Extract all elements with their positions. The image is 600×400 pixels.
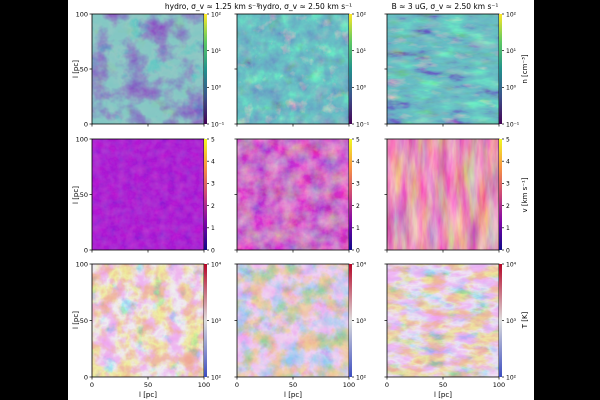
colorbar-tick-label: 10³ [506, 318, 517, 325]
colorbar-t-col1 [204, 264, 207, 377]
colorbar-tick-label: 5 [356, 136, 360, 143]
ylabel-row2: l [pc] [72, 186, 80, 204]
x-tick-label: 100 [198, 381, 210, 389]
colorbar-tick-label: 3 [506, 181, 510, 188]
colorbar-n-col1 [204, 14, 207, 124]
colorbar-tick-label: 4 [506, 159, 510, 166]
colorbar-tick-label: 10⁴ [506, 261, 517, 268]
y-tick-label: 0 [84, 120, 88, 128]
colorbar-v-col3 [499, 139, 502, 250]
colorbar-tick-label: 10² [506, 11, 517, 18]
xlabel-col1: l [pc] [139, 391, 157, 399]
colorbar-tick-label: 10² [211, 374, 222, 381]
column-title-1: hydro, σ_v ≈ 1.25 km s⁻¹ [165, 2, 259, 11]
colorbar-tick-label: 10² [506, 374, 517, 381]
y-tick-label: 100 [76, 135, 88, 143]
x-tick-label: 0 [385, 381, 389, 389]
colorbar-tick-label: 1 [506, 225, 510, 232]
figure: hydro, σ_v ≈ 1.25 km s⁻¹ hydro, σ_v ≈ 2.… [68, 0, 534, 400]
colorbar-label-n: n [cm⁻³] [521, 54, 529, 84]
colorbar-tick-label: 10¹ [506, 48, 517, 55]
xlabel-col3: l [pc] [434, 391, 452, 399]
colorbar-tick-label: 5 [506, 136, 510, 143]
colorbar-tick-label: 4 [211, 159, 215, 166]
colorbar-tick-label: 10² [356, 374, 367, 381]
colorbar-tick-label: 4 [356, 159, 360, 166]
y-tick-label: 50 [80, 191, 88, 199]
x-tick-label: 50 [144, 381, 152, 389]
colorbar-tick-label: 5 [211, 136, 215, 143]
x-tick-label: 0 [235, 381, 239, 389]
ylabel-row1: l [pc] [72, 60, 80, 78]
x-tick-label: 50 [439, 381, 447, 389]
colorbar-n-col3 [499, 14, 502, 124]
xlabel-col2: l [pc] [284, 391, 302, 399]
colorbar-tick-label: 10³ [356, 318, 367, 325]
colorbar-t-col3 [499, 264, 502, 377]
colorbar-tick-label: 0 [506, 247, 510, 254]
y-tick-label: 50 [80, 65, 88, 73]
y-tick-label: 100 [76, 260, 88, 268]
colorbar-t-col2 [349, 264, 352, 377]
panel-v-col1 [92, 139, 204, 250]
ylabel-row3: l [pc] [72, 311, 80, 329]
y-tick-label: 50 [80, 317, 88, 325]
colorbar-tick-label: 1 [211, 225, 215, 232]
colorbar-n-col2 [349, 14, 352, 124]
colorbar-tick-label: 3 [356, 181, 360, 188]
y-tick-label: 100 [76, 10, 88, 18]
colorbar-tick-label: 10⁰ [211, 85, 222, 92]
panel-n-col3 [387, 14, 499, 124]
panel-v-col3 [387, 139, 499, 250]
colorbar-tick-label: 10³ [211, 318, 222, 325]
colorbar-tick-label: 10¹ [211, 48, 222, 55]
colorbar-tick-label: 1 [356, 225, 360, 232]
x-tick-label: 0 [90, 381, 94, 389]
colorbar-tick-label: 10⁴ [356, 261, 367, 268]
x-tick-label: 50 [289, 381, 297, 389]
tick-layer: 05010010⁻¹10⁰10¹10²10⁻¹10⁰10¹10²10⁻¹10⁰1… [76, 10, 520, 389]
panel-n-col2 [237, 14, 349, 124]
x-tick-label: 100 [493, 381, 505, 389]
x-tick-label: 100 [343, 381, 355, 389]
y-tick-label: 0 [84, 373, 88, 381]
colorbar-tick-label: 0 [356, 247, 360, 254]
colorbar-tick-label: 0 [211, 247, 215, 254]
colorbar-tick-label: 2 [356, 203, 360, 210]
colorbar-tick-label: 10⁻¹ [506, 121, 520, 128]
colorbar-tick-label: 10² [211, 11, 222, 18]
y-tick-label: 0 [84, 246, 88, 254]
colorbar-tick-label: 10⁰ [356, 85, 367, 92]
colorbar-label-t: T [K] [521, 311, 529, 329]
colorbar-tick-label: 10⁴ [211, 261, 222, 268]
colorbar-tick-label: 2 [211, 203, 215, 210]
colorbar-v-col2 [349, 139, 352, 250]
colorbar-tick-label: 2 [506, 203, 510, 210]
colorbar-tick-label: 10⁰ [506, 85, 517, 92]
panel-n-col1 [92, 14, 204, 124]
colorbar-label-v: v [km s⁻¹] [521, 177, 529, 212]
panel-v-col2 [237, 139, 349, 250]
colorbar-v-col1 [204, 139, 207, 250]
column-title-3: B ≈ 3 uG, σ_v ≈ 2.50 km s⁻¹ [392, 2, 499, 11]
colorbar-tick-label: 10⁻¹ [211, 121, 225, 128]
column-title-2: hydro, σ_v ≈ 2.50 km s⁻¹ [258, 2, 352, 11]
colorbar-tick-label: 10¹ [356, 48, 367, 55]
figure-svg: hydro, σ_v ≈ 1.25 km s⁻¹ hydro, σ_v ≈ 2.… [72, 2, 529, 399]
colorbar-tick-label: 10⁻¹ [356, 121, 370, 128]
panel-t-col2 [237, 264, 349, 377]
colorbar-tick-label: 3 [211, 181, 215, 188]
panel-t-col1 [92, 264, 204, 377]
colorbar-tick-label: 10² [356, 11, 367, 18]
panel-t-col3 [387, 264, 499, 377]
